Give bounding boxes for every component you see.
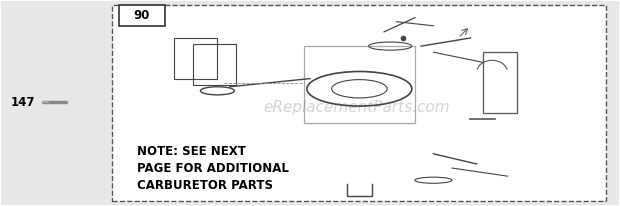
- Text: NOTE: SEE NEXT
PAGE FOR ADDITIONAL
CARBURETOR PARTS: NOTE: SEE NEXT PAGE FOR ADDITIONAL CARBU…: [137, 145, 289, 192]
- Bar: [483, 52, 516, 113]
- Bar: [193, 44, 236, 85]
- Bar: [118, 5, 165, 26]
- Bar: [174, 38, 218, 79]
- Text: eReplacementParts.com: eReplacementParts.com: [263, 99, 450, 115]
- Bar: [112, 5, 606, 201]
- Text: 147: 147: [11, 96, 35, 110]
- Text: 90: 90: [133, 9, 149, 22]
- Bar: [304, 46, 415, 123]
